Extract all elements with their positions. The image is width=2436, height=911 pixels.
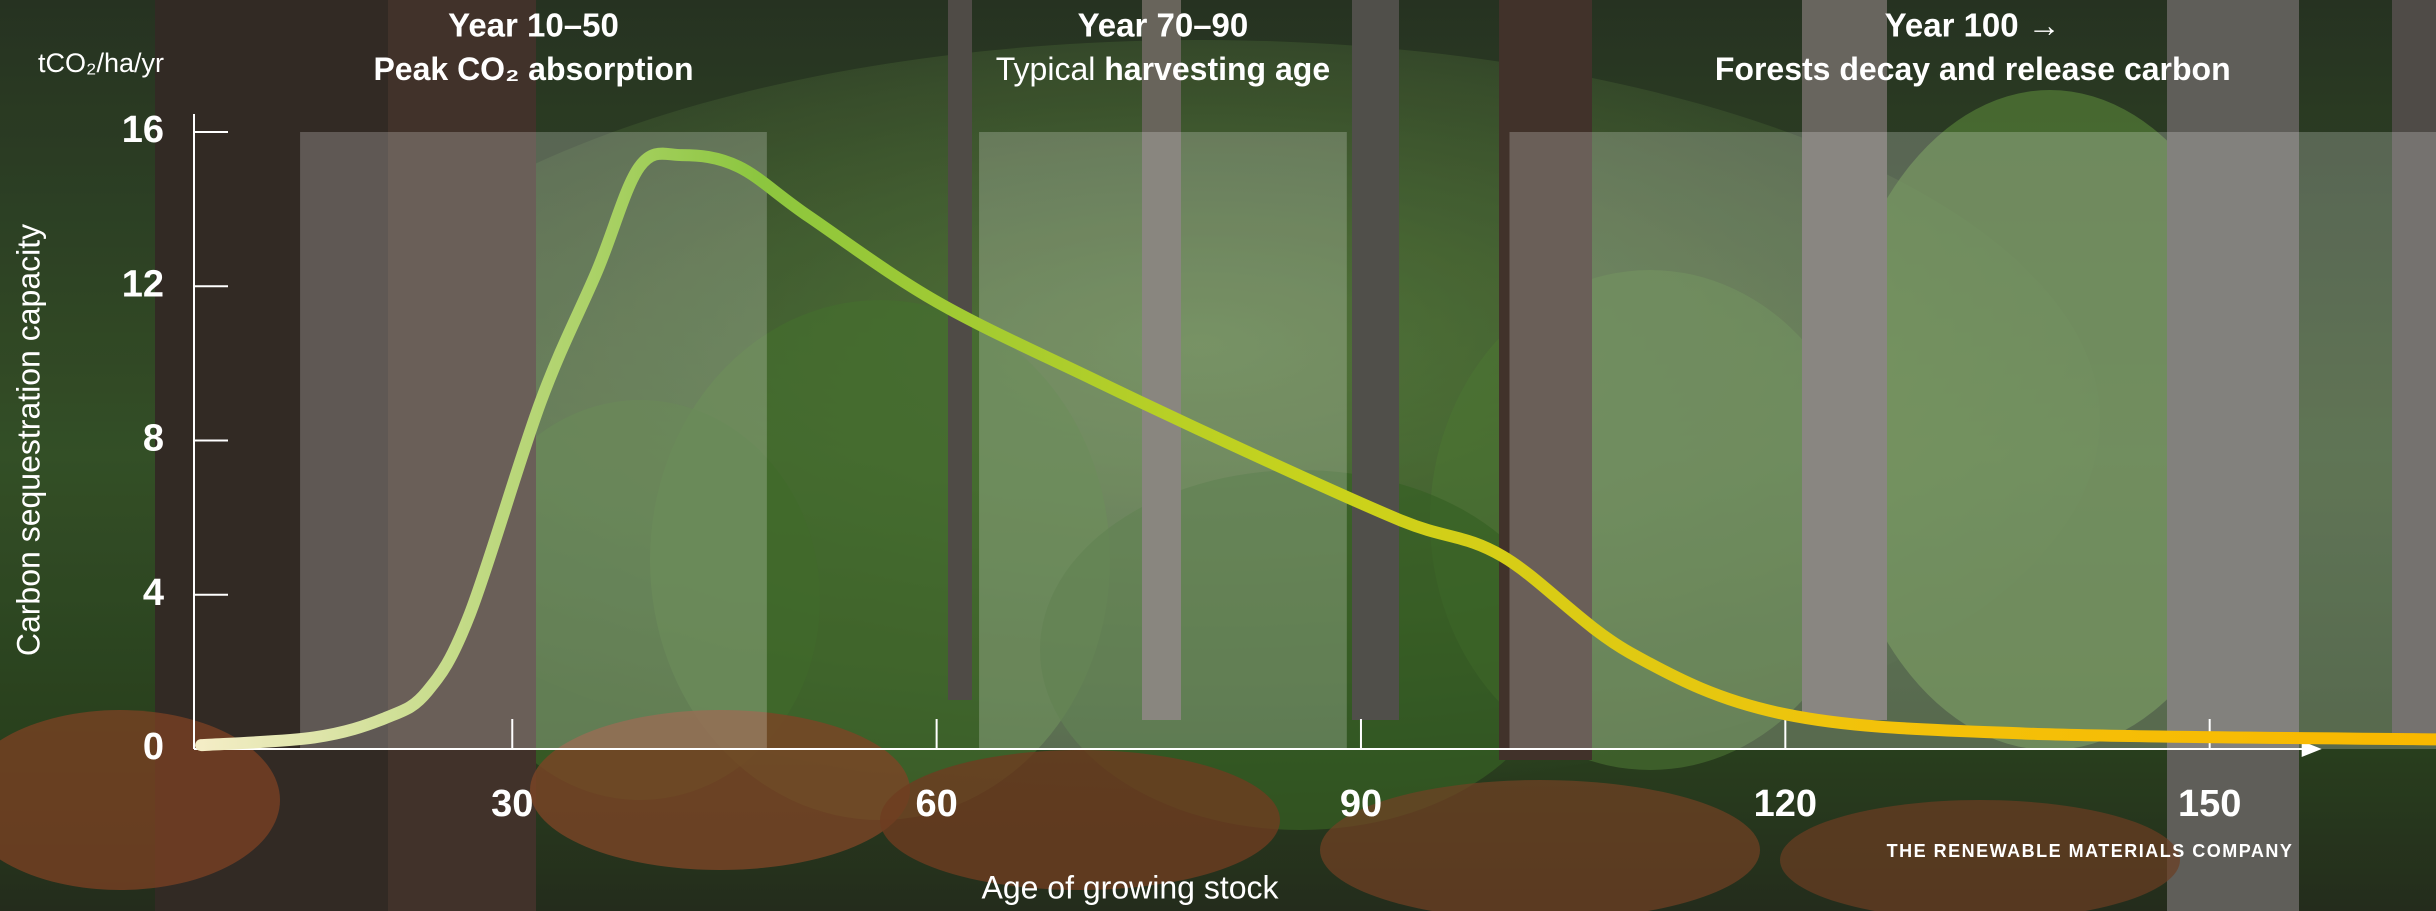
x-tick-label: 30 (491, 783, 533, 825)
annotation-part: harvesting age (1104, 51, 1330, 87)
x-tick-label: 90 (1340, 783, 1382, 825)
y-tick-label: 16 (122, 109, 164, 151)
x-tick-label: 60 (915, 783, 957, 825)
y-axis-title: Carbon sequestration capacity (10, 224, 46, 656)
annotation-part: Typical (996, 51, 1104, 87)
y-tick-label: 12 (122, 263, 164, 305)
y-tick-label: 4 (143, 572, 164, 614)
annotation-text: Typical harvesting age (996, 51, 1330, 87)
annotation-text: Forests decay and release carbon (1715, 51, 2231, 87)
y-unit: tCO₂/ha/yr (38, 48, 164, 78)
annotation-heading: Year 10–50 (448, 7, 619, 44)
x-axis-title: Age of growing stock (981, 869, 1279, 905)
brand: THE RENEWABLE MATERIALS COMPANY (1887, 841, 2294, 861)
y-tick-label: 0 (143, 726, 164, 768)
annotation-part: Peak CO₂ absorption (373, 51, 693, 87)
x-tick-label: 120 (1754, 783, 1817, 825)
annotation-part: Forests decay and release carbon (1715, 51, 2231, 87)
annotation-heading: Year 100 → (1885, 7, 2061, 44)
annotation-text: Peak CO₂ absorption (373, 51, 693, 87)
annotation-heading: Year 70–90 (1078, 7, 1249, 44)
y-tick-label: 8 (143, 418, 164, 460)
x-tick-label: 150 (2178, 783, 2241, 825)
highlight-band (979, 132, 1347, 749)
highlight-band (1509, 132, 2436, 749)
data-line (195, 147, 2436, 752)
x-axis-arrow (2301, 741, 2322, 757)
